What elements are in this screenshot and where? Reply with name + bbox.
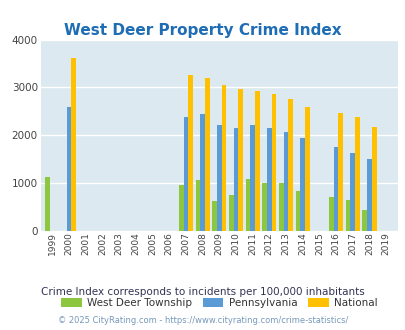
Bar	[233, 128, 238, 231]
Bar	[200, 114, 205, 231]
Bar	[371, 127, 375, 231]
Bar	[183, 116, 188, 231]
Bar	[328, 197, 333, 231]
Bar	[295, 191, 300, 231]
Text: © 2025 CityRating.com - https://www.cityrating.com/crime-statistics/: © 2025 CityRating.com - https://www.city…	[58, 315, 347, 325]
Bar	[212, 201, 216, 231]
Bar	[283, 132, 288, 231]
Bar	[238, 89, 242, 231]
Bar	[245, 179, 249, 231]
Bar	[304, 107, 309, 231]
Bar	[254, 91, 259, 231]
Bar	[249, 125, 254, 231]
Text: Crime Index corresponds to incidents per 100,000 inhabitants: Crime Index corresponds to incidents per…	[41, 287, 364, 297]
Text: West Deer Property Crime Index: West Deer Property Crime Index	[64, 23, 341, 38]
Bar	[216, 125, 221, 231]
Bar	[354, 117, 359, 231]
Bar	[338, 113, 342, 231]
Bar	[228, 195, 233, 231]
Bar	[366, 159, 371, 231]
Bar	[278, 183, 283, 231]
Bar	[262, 183, 266, 231]
Bar	[221, 85, 226, 231]
Bar	[362, 211, 366, 231]
Bar	[205, 78, 209, 231]
Bar	[188, 75, 192, 231]
Bar	[271, 94, 276, 231]
Bar	[300, 138, 304, 231]
Legend: West Deer Township, Pennsylvania, National: West Deer Township, Pennsylvania, Nation…	[57, 294, 381, 312]
Bar	[178, 184, 183, 231]
Bar	[45, 177, 50, 231]
Bar	[195, 180, 200, 231]
Bar	[333, 147, 338, 231]
Bar	[71, 58, 76, 231]
Bar	[345, 200, 350, 231]
Bar	[266, 128, 271, 231]
Bar	[288, 99, 292, 231]
Bar	[350, 152, 354, 231]
Bar	[66, 107, 71, 231]
